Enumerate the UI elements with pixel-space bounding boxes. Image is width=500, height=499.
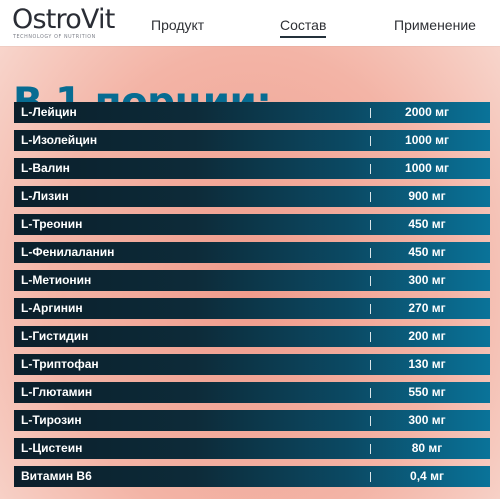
ingredient-row-leucine: L-Лейцин 2000 мг <box>14 102 490 123</box>
ingredient-name: L-Валин <box>21 161 70 175</box>
ingredient-row-arginine: L-Аргинин 270 мг <box>14 298 490 319</box>
composition-table: L-Лейцин 2000 мг L-Изолейцин 1000 мг L-В… <box>14 102 490 493</box>
ingredient-amount: 200 мг <box>408 329 446 343</box>
ingredient-row-phenylalanine: L-Фенилаланин 450 мг <box>14 242 490 263</box>
row-divider <box>370 248 371 258</box>
nav-composition[interactable]: Состав <box>280 17 327 38</box>
nav-usage[interactable]: Применение <box>394 17 476 33</box>
ingredient-row-tyrosine: L-Тирозин 300 мг <box>14 410 490 431</box>
row-divider <box>370 108 371 118</box>
ingredient-name: Витамин B6 <box>21 469 92 483</box>
row-divider <box>370 444 371 454</box>
ingredient-amount: 130 мг <box>408 357 446 371</box>
ingredient-name: L-Лизин <box>21 189 69 203</box>
ingredient-name: L-Лейцин <box>21 105 77 119</box>
ingredient-amount: 300 мг <box>408 273 446 287</box>
ingredient-amount: 550 мг <box>408 385 446 399</box>
brand-logo[interactable]: OstroVit TECHNOLOGY OF NUTRITION <box>12 5 150 41</box>
row-divider <box>370 304 371 314</box>
row-divider <box>370 388 371 398</box>
ingredient-name: L-Глютамин <box>21 385 93 399</box>
row-divider <box>370 416 371 426</box>
ingredient-row-lysine: L-Лизин 900 мг <box>14 186 490 207</box>
ingredient-name: L-Треонин <box>21 217 83 231</box>
ingredient-name: L-Изолейцин <box>21 133 98 147</box>
row-divider <box>370 472 371 482</box>
nav-product[interactable]: Продукт <box>151 17 205 33</box>
ingredient-name: L-Фенилаланин <box>21 245 115 259</box>
row-divider <box>370 360 371 370</box>
ingredient-name: L-Метионин <box>21 273 92 287</box>
ingredient-row-methionine: L-Метионин 300 мг <box>14 270 490 291</box>
ingredient-name: L-Триптофан <box>21 357 99 371</box>
ingredient-amount: 450 мг <box>408 245 446 259</box>
ingredient-row-vitamin-b6: Витамин B6 0,4 мг <box>14 466 490 487</box>
ingredient-row-glutamine: L-Глютамин 550 мг <box>14 382 490 403</box>
ingredient-name: L-Аргинин <box>21 301 83 315</box>
row-divider <box>370 332 371 342</box>
ingredient-amount: 80 мг <box>411 441 443 455</box>
ingredient-name: L-Гистидин <box>21 329 89 343</box>
ingredient-amount: 1000 мг <box>405 161 449 175</box>
row-divider <box>370 276 371 286</box>
row-divider <box>370 164 371 174</box>
site-header: OstroVit TECHNOLOGY OF NUTRITION Продукт… <box>0 0 500 46</box>
ingredient-amount: 450 мг <box>408 217 446 231</box>
ingredient-row-isoleucine: L-Изолейцин 1000 мг <box>14 130 490 151</box>
ingredient-row-cysteine: L-Цистеин 80 мг <box>14 438 490 459</box>
ingredient-amount: 2000 мг <box>405 105 449 119</box>
row-divider <box>370 192 371 202</box>
ingredient-amount: 270 мг <box>408 301 446 315</box>
ingredient-amount: 1000 мг <box>405 133 449 147</box>
ingredient-row-histidine: L-Гистидин 200 мг <box>14 326 490 347</box>
ingredient-amount: 0,4 мг <box>410 469 444 483</box>
ingredient-row-tryptophan: L-Триптофан 130 мг <box>14 354 490 375</box>
brand-name: OstroVit <box>12 4 115 35</box>
ingredient-row-valine: L-Валин 1000 мг <box>14 158 490 179</box>
ingredient-name: L-Цистеин <box>21 441 83 455</box>
ingredient-name: L-Тирозин <box>21 413 82 427</box>
row-divider <box>370 220 371 230</box>
ingredient-row-threonine: L-Треонин 450 мг <box>14 214 490 235</box>
row-divider <box>370 136 371 146</box>
ingredient-amount: 300 мг <box>408 413 446 427</box>
ingredient-amount: 900 мг <box>408 189 446 203</box>
brand-tagline: TECHNOLOGY OF NUTRITION <box>13 35 96 40</box>
